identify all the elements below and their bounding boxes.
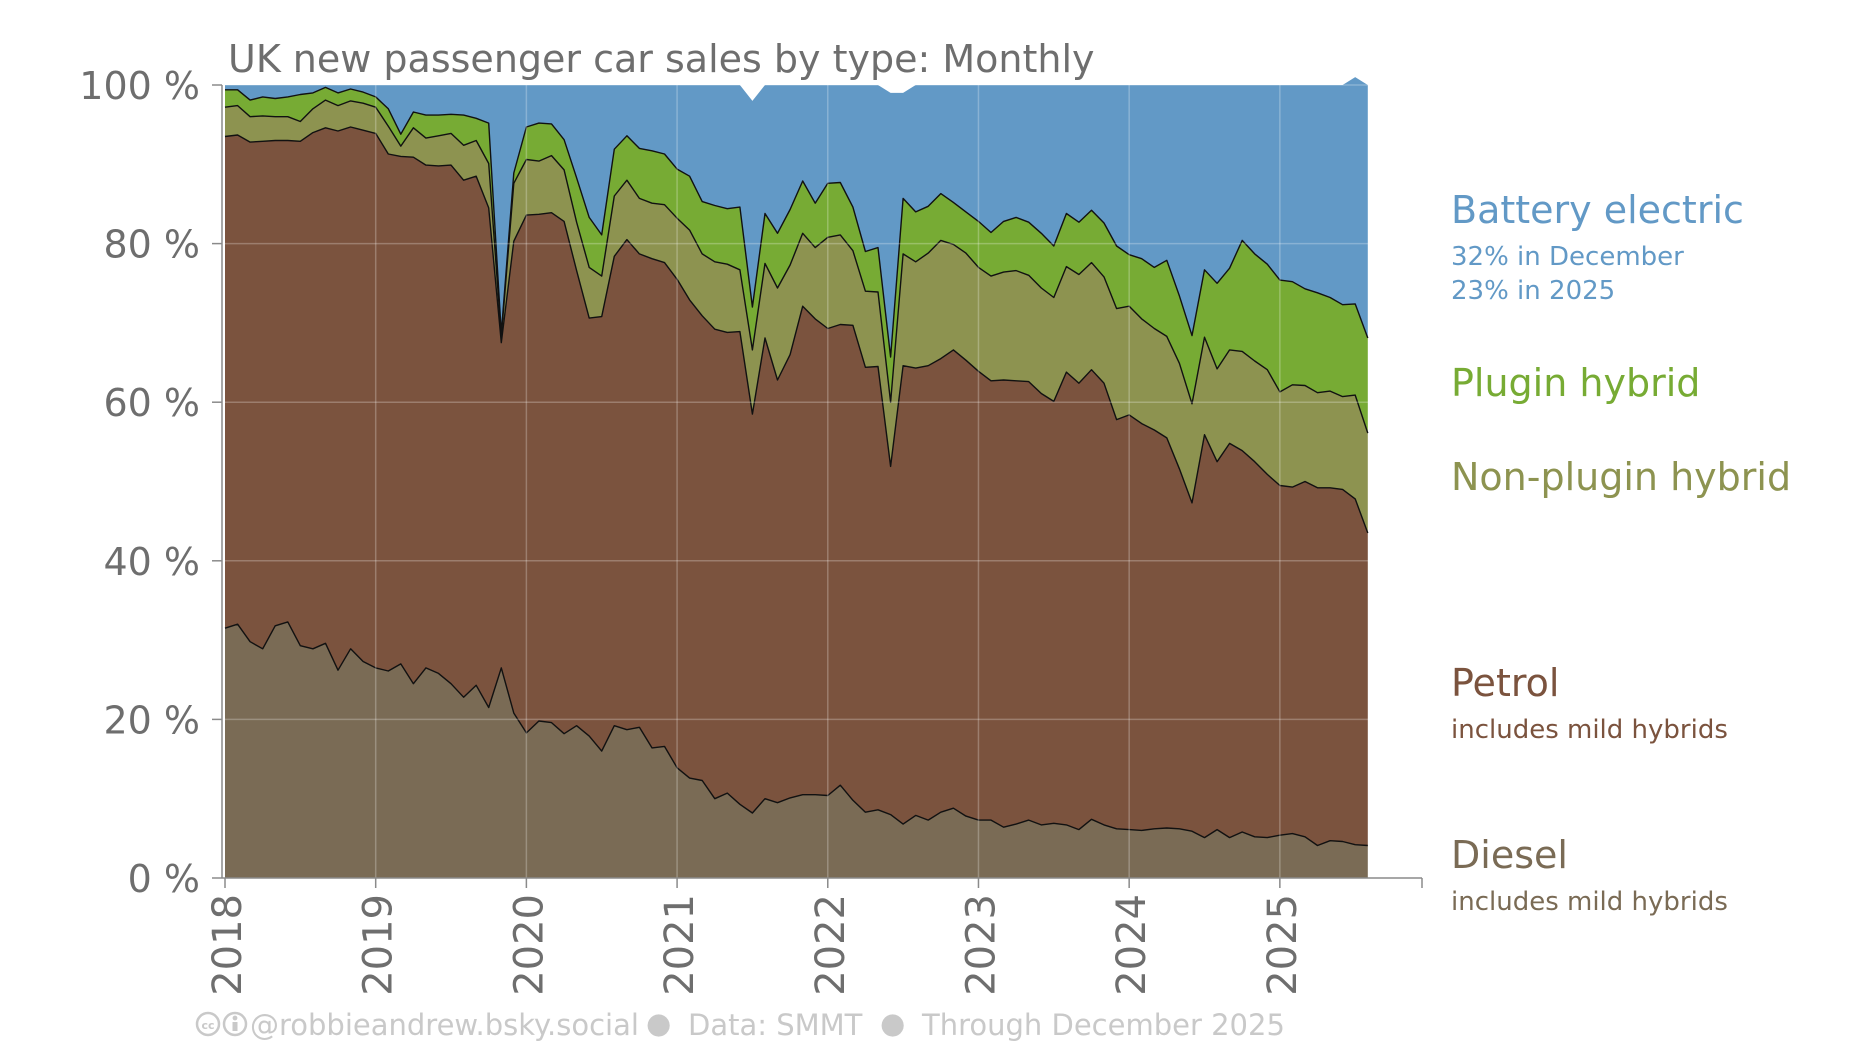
series-sublabel-petrol: includes mild hybrids [1451,715,1728,745]
footer: cc @robbieandrew.bsky.social ● Data: SMM… [195,1006,1285,1041]
attribution-icon [222,1011,248,1037]
cc-license-icon: cc [195,1011,221,1037]
y-tick-label: 40 % [103,540,200,584]
boundary-line-petrol [224,126,1369,534]
series-label-battery-electric: Battery electric [1451,188,1744,232]
series-sublabel-diesel: includes mild hybrids [1451,887,1728,917]
x-tick-label: 2019 [356,894,402,996]
svg-text:cc: cc [201,1019,214,1032]
series-areas [224,77,1369,878]
y-tick-label: 0 % [128,857,200,901]
area-diesel [225,621,1368,878]
series-sublabel-battery-electric: 32% in December [1451,242,1684,272]
y-tick-label: 20 % [103,698,200,742]
y-tick-labels: 0 % 20 % 40 % 60 % 80 % 100 % [79,64,200,901]
series-label-diesel: Diesel [1451,833,1568,877]
series-label-petrol: Petrol [1451,661,1559,705]
series-label-plugin-hybrid: Plugin hybrid [1451,361,1700,405]
x-tick-label: 2021 [657,894,703,996]
footer-separator-2: ● [880,1006,905,1040]
footer-through: Through December 2025 [921,1008,1285,1041]
chart-title: UK new passenger car sales by type: Mont… [228,37,1095,81]
series-labels: Battery electric 32% in December 23% in 20… [1451,188,1791,917]
series-label-non-plugin-hybrid: Non-plugin hybrid [1451,455,1791,499]
x-tick-labels: 2018 2019 2020 2021 2022 2023 2024 2025 [205,894,1306,996]
x-tick-label: 2020 [506,894,552,996]
x-tick-label: 2018 [205,894,251,996]
boundary-line-diesel [224,621,1368,847]
footer-source: Data: SMMT [688,1008,863,1041]
area-battery-electric [225,77,1368,357]
x-tick-label: 2022 [808,894,854,996]
footer-credit: @robbieandrew.bsky.social [250,1008,639,1041]
gridlines [225,84,1418,878]
axes [212,84,1423,888]
x-tick-label: 2024 [1109,894,1155,996]
x-tick-label: 2025 [1260,894,1306,996]
x-tick-label: 2023 [958,894,1004,996]
y-tick-label: 60 % [103,381,200,425]
footer-separator-1: ● [646,1006,671,1040]
y-tick-label: 80 % [103,223,200,267]
area-petrol [225,127,1368,846]
boundary-line-non-plugin-hybrid [224,99,1369,434]
series-sublabel-battery-electric: 23% in 2025 [1451,276,1615,306]
y-tick-label: 100 % [79,64,200,108]
boundary-line-plugin-hybrid [225,86,1369,358]
area-plugin-hybrid [225,87,1368,434]
area-non-plugin-hybrid [225,100,1368,533]
